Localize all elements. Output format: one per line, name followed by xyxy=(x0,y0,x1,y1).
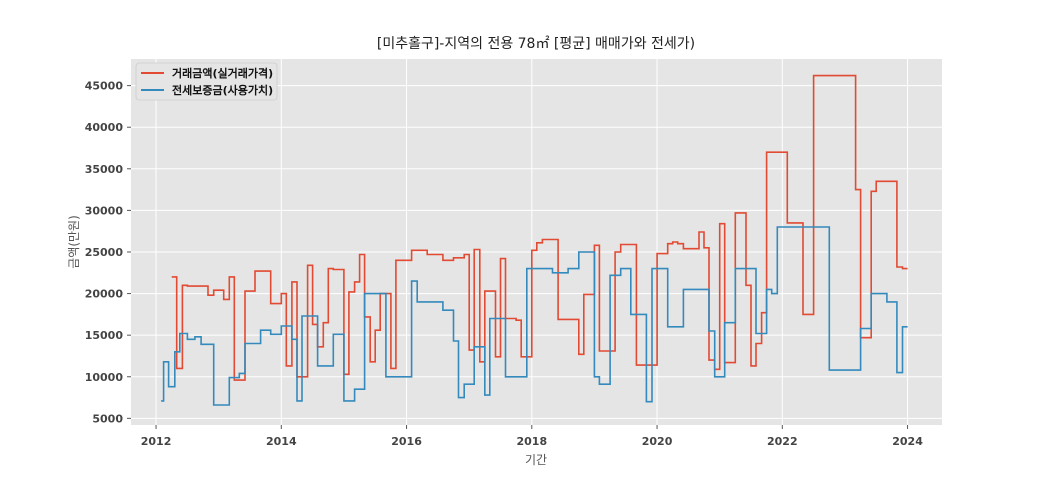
y-tick-label: 30000 xyxy=(85,204,124,217)
y-tick-label: 25000 xyxy=(85,246,124,259)
grid-lines xyxy=(131,59,942,425)
x-tick-label: 2020 xyxy=(642,435,673,448)
series-line-0 xyxy=(171,74,908,381)
y-axis-ticks: 5000 10000 15000 20000 25000 30000 35000 40000 4… xyxy=(85,80,131,425)
y-tick-label: 15000 xyxy=(85,329,124,342)
x-tick-label: 2022 xyxy=(767,435,798,448)
x-axis-label: 기간 xyxy=(525,453,547,467)
legend-box xyxy=(135,62,278,101)
x-tick-label: 2014 xyxy=(266,435,297,448)
x-axis-ticks: 2012 2014 2016 2018 2020 2022 2024 xyxy=(141,425,923,448)
y-tick-label: 10000 xyxy=(85,371,124,384)
y-tick-label: 20000 xyxy=(85,288,124,301)
y-axis-label: 금액(만원) xyxy=(67,215,81,269)
x-tick-label: 2012 xyxy=(141,435,172,448)
legend: 거래금액(실거래가격) 전세보증금(사용가치) xyxy=(135,62,278,101)
chart-title: [미추홀구]-지역의 전용 78㎡ [평균] 매매가와 전세가) xyxy=(377,36,695,52)
x-tick-label: 2024 xyxy=(892,435,923,448)
x-tick-label: 2016 xyxy=(391,435,422,448)
y-tick-label: 5000 xyxy=(92,412,123,425)
legend-label-trade: 거래금액(실거래가격) xyxy=(172,66,273,80)
y-tick-label: 35000 xyxy=(85,163,124,176)
legend-label-jeonse: 전세보증금(사용가치) xyxy=(172,83,273,97)
y-tick-label: 40000 xyxy=(85,121,124,134)
y-tick-label: 45000 xyxy=(85,80,124,93)
series-line-1 xyxy=(161,226,908,406)
series-layer xyxy=(161,74,908,406)
x-tick-label: 2018 xyxy=(516,435,547,448)
